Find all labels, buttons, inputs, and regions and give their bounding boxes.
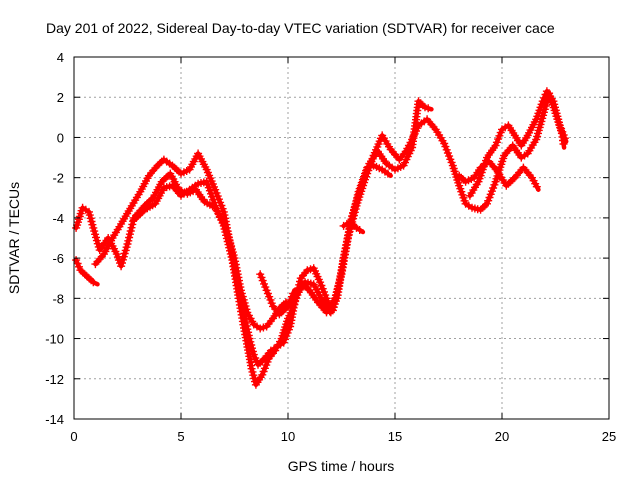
- x-tick-label: 5: [177, 429, 184, 444]
- y-tick-label: -4: [52, 211, 64, 226]
- plot-frame: [73, 56, 610, 420]
- data-series: [72, 87, 569, 389]
- y-tick-label: -6: [52, 251, 64, 266]
- series-markers: [72, 256, 98, 287]
- series-satellite-track-5: [256, 270, 298, 319]
- y-tick-label: -14: [45, 412, 64, 427]
- y-tick-label: -12: [45, 372, 64, 387]
- y-tick-label: -2: [52, 171, 64, 186]
- y-tick-label: -10: [45, 332, 64, 347]
- y-tick-label: 4: [57, 50, 64, 65]
- x-tick-label: 20: [495, 429, 509, 444]
- x-tick-label: 0: [70, 429, 77, 444]
- x-tick-label: 10: [281, 429, 295, 444]
- x-tick-label: 15: [388, 429, 402, 444]
- series-markers: [129, 161, 392, 389]
- y-axis-label: SDTVAR / TECUs: [6, 182, 22, 294]
- y-tick-label: 0: [57, 130, 64, 145]
- series-markers: [339, 217, 364, 234]
- y-tick-label: -8: [52, 291, 64, 306]
- series-satellite-track-2: [72, 256, 100, 287]
- series-satellite-track-8: [465, 87, 569, 200]
- x-axis-label: GPS time / hours: [288, 458, 395, 474]
- series-markers: [455, 157, 541, 191]
- series-satellite-track-7: [455, 157, 541, 192]
- series-markers: [465, 87, 569, 200]
- series-satellite-track-6: [339, 217, 366, 235]
- series-line: [93, 98, 434, 367]
- series-satellite-track-4: [129, 161, 393, 389]
- series-markers: [256, 270, 298, 319]
- grid: [74, 57, 609, 419]
- x-tick-label: 25: [602, 429, 616, 444]
- chart-title: Day 201 of 2022, Sidereal Day-to-day VTE…: [46, 20, 555, 36]
- axis-ticks: 0 5 10 15 20 25 -14 -12 -10 -8 -6 -4 -2 0 2 4: [45, 50, 616, 444]
- y-tick-label: 2: [57, 90, 64, 105]
